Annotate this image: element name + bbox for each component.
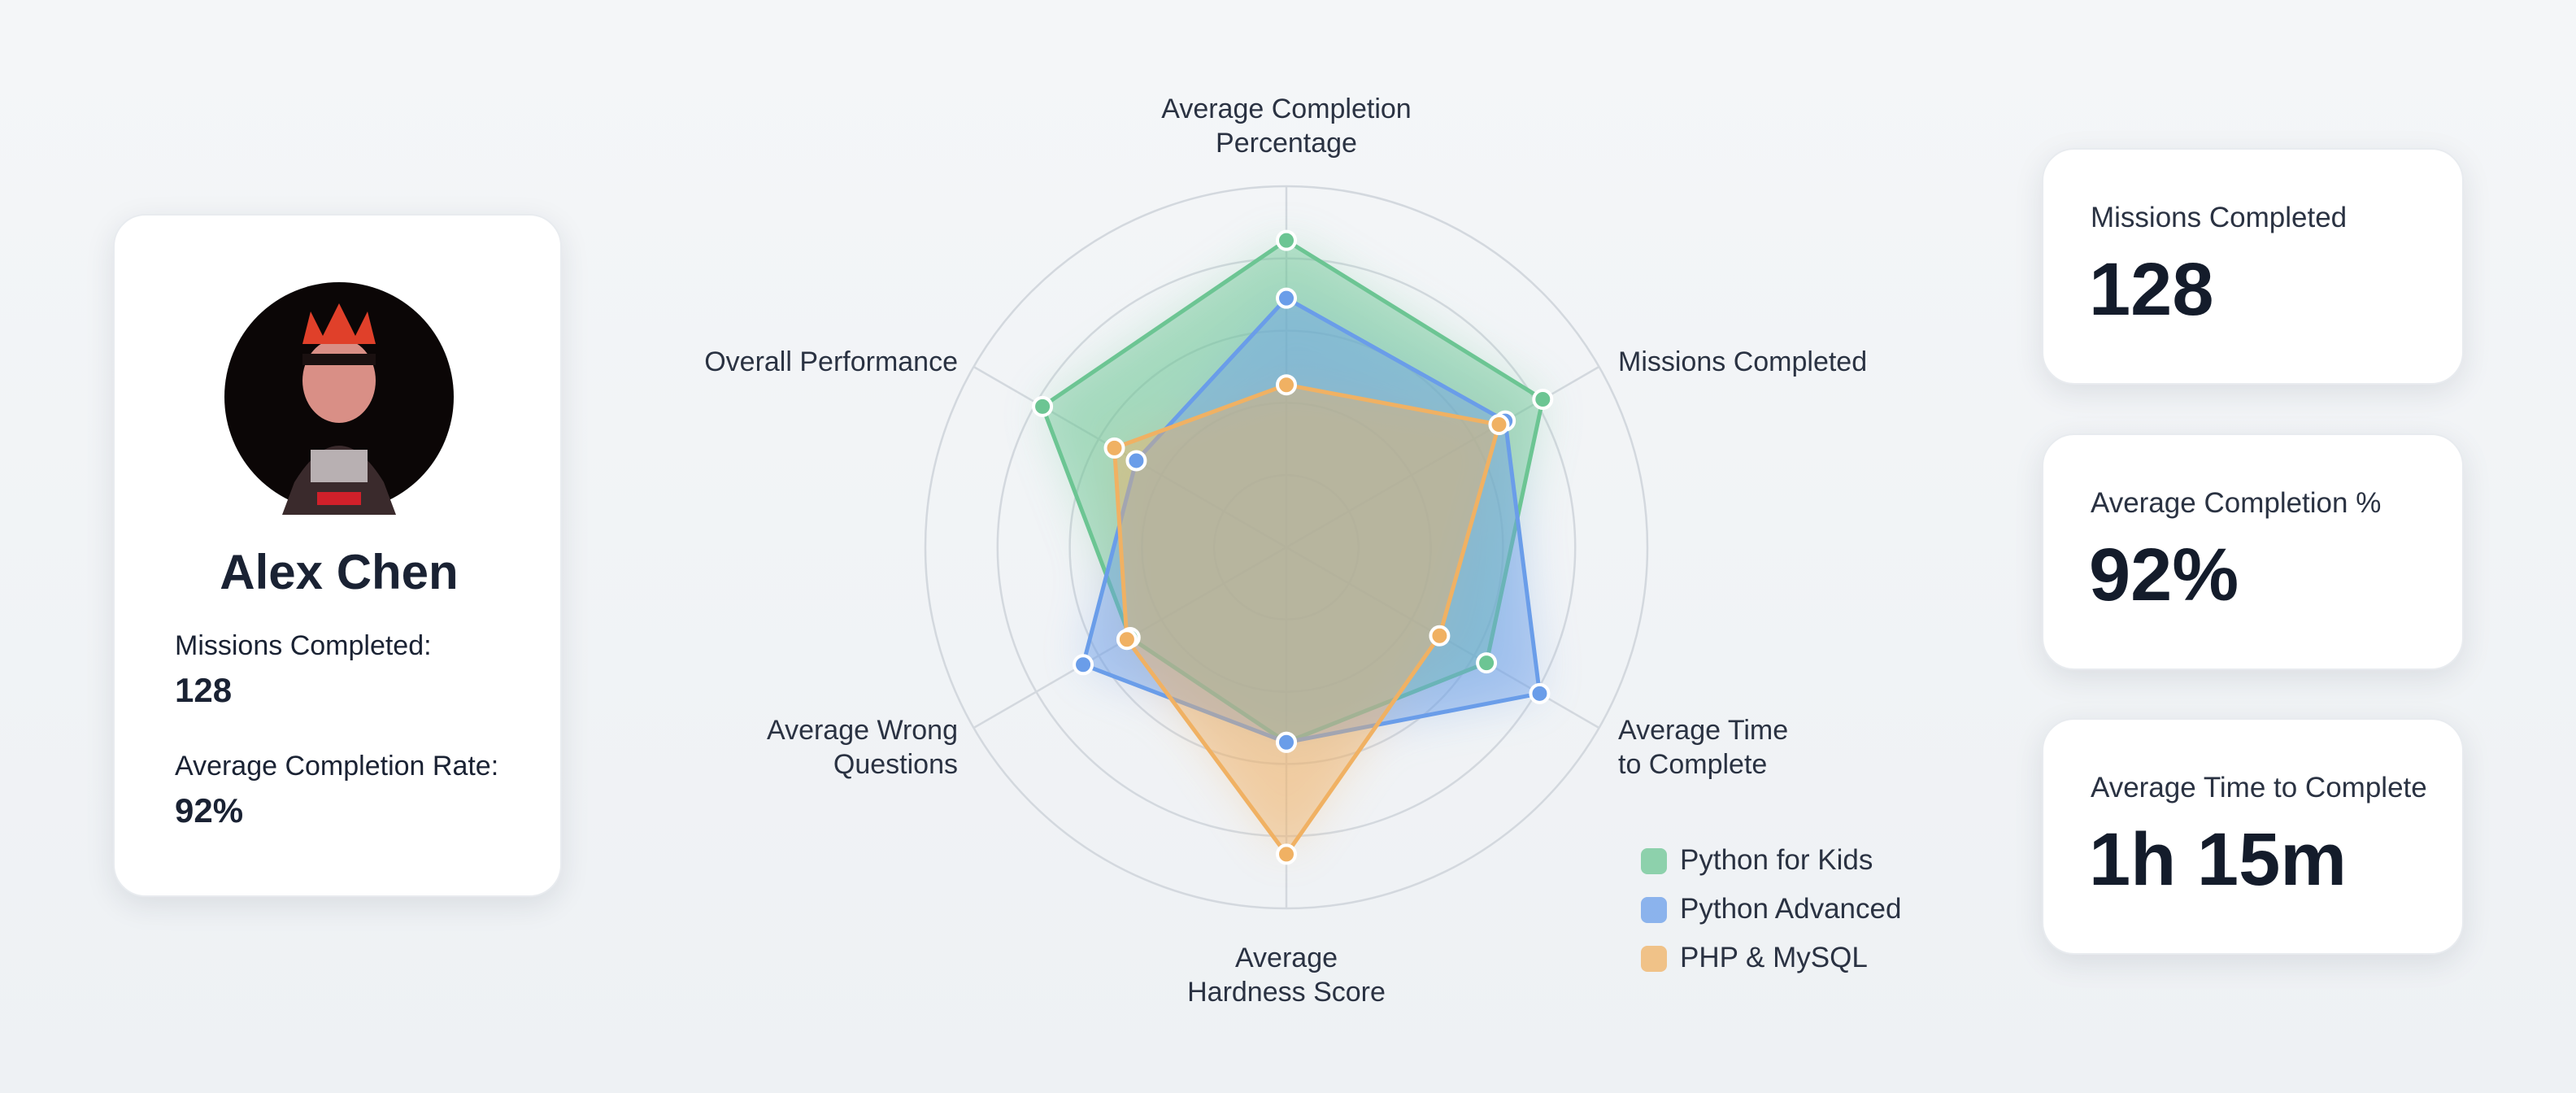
stat-card: Average Completion % 92% [2042,433,2464,670]
axis-label: Missions Completed [1618,346,1868,377]
data-point [1529,682,1551,704]
data-point [1073,654,1094,676]
stat-card: Average Time to Complete 1h 15m [2042,718,2464,955]
data-point [1032,395,1054,417]
profile-label: Missions Completed: [175,630,432,661]
data-point [1276,843,1297,865]
stat-card: Missions Completed 128 [2042,148,2464,385]
data-point [1429,625,1451,647]
profile-name: Alex Chen [220,545,459,599]
legend-text: PHP & MySQL [1680,942,1868,973]
legend-swatch [1641,897,1667,923]
stat-value: 128 [2089,248,2214,331]
profile-value: 92% [175,791,244,830]
axis-label: Average Hardness Score [1187,943,1386,1008]
data-point [1276,731,1297,753]
profile-label: Average Completion Rate: [175,751,499,782]
legend-swatch [1641,848,1667,874]
stat-label: Average Completion % [2091,487,2382,519]
data-point [1103,437,1125,459]
data-point [1476,652,1498,674]
data-point [1276,374,1297,396]
stat-value: 1h 15m [2089,818,2348,901]
data-point [1276,229,1297,251]
data-point [1116,629,1138,651]
data-point [1532,388,1554,410]
profile-card: Alex Chen Missions Completed: 128 Averag… [113,214,562,897]
axis-label: Average Wrong Questions [767,715,958,780]
data-point [1276,287,1297,309]
data-point [1125,450,1147,472]
series-glow [1114,385,1499,855]
stat-label: Average Time to Complete [2091,772,2427,803]
legend-text: Python Advanced [1680,893,1902,925]
axis-label: Average Completion Percentage [1161,94,1412,159]
glow-layer [1042,240,1543,855]
axis-label: Overall Performance [704,346,958,377]
profile-value: 128 [175,671,233,709]
avatar [224,282,454,515]
legend-text: Python for Kids [1680,844,1873,876]
axis-label: Average Time to Complete [1618,715,1789,780]
stat-label: Missions Completed [2091,202,2348,233]
series-area [1112,382,1501,856]
legend-swatch [1641,946,1667,972]
data-point [1488,414,1510,436]
stat-value: 92% [2089,533,2239,616]
